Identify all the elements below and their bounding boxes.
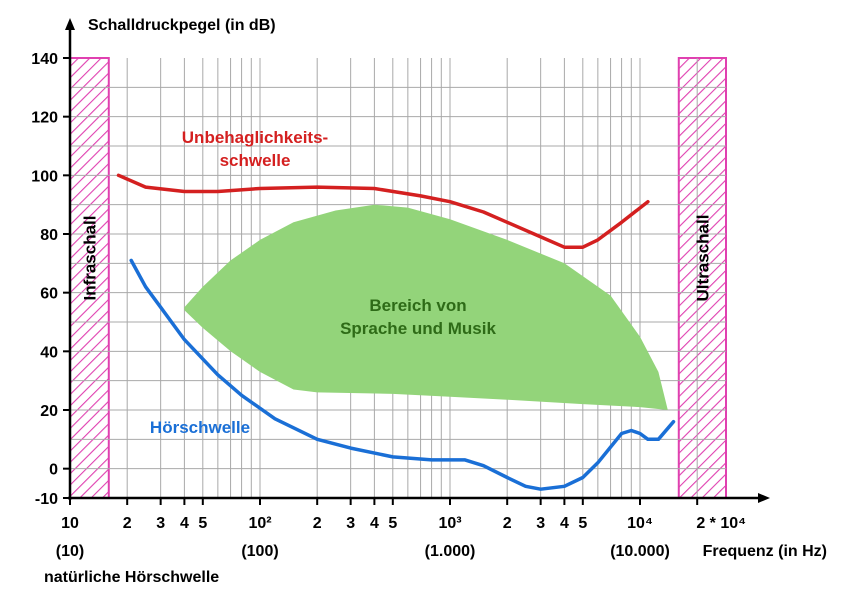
x-tick-label: 3 xyxy=(536,515,545,532)
x-tick-sublabel: (10.000) xyxy=(610,543,670,560)
x-tick-sublabel: (10) xyxy=(56,543,84,560)
area-speech-music xyxy=(184,204,668,410)
x-tick-label: 3 xyxy=(156,515,165,532)
series-line-hörschwelle xyxy=(129,258,676,491)
series-label-bereich-von-1: Sprache und Musik xyxy=(340,319,496,338)
x-tick-label: 4 xyxy=(370,515,379,532)
x-tick-sublabel: (100) xyxy=(241,543,278,560)
x-tick-label: 5 xyxy=(388,515,397,532)
region-label-ultraschall: Ultraschall xyxy=(693,215,712,302)
y-tick-label: 140 xyxy=(31,51,58,68)
x-tick-label: 10³ xyxy=(438,515,461,532)
y-tick-label: 0 xyxy=(49,462,58,479)
x-tick-label: 2 * 10⁴ xyxy=(696,515,746,532)
series-label-hörschwelle-0: Hörschwelle xyxy=(150,418,250,437)
x-tick-label: 10² xyxy=(248,515,271,532)
x-tick-label: 5 xyxy=(198,515,207,532)
y-tick-label: 100 xyxy=(31,168,58,185)
regions-layer xyxy=(69,57,727,499)
region-label-infraschall: Infraschall xyxy=(80,215,99,300)
y-tick-label: 20 xyxy=(40,403,58,420)
y-tick-label: 60 xyxy=(40,286,58,303)
x-axis-arrow xyxy=(758,493,770,503)
x-tick-label: 4 xyxy=(180,515,189,532)
x-tick-label: 10 xyxy=(61,515,79,532)
labels-layer: Infraschall Ultraschall Unbehaglichkeits-s… xyxy=(44,17,827,586)
series-line-unbehaglichkeits xyxy=(116,173,650,249)
y-axis-arrow xyxy=(65,18,75,30)
x-tick-label: 5 xyxy=(578,515,587,532)
x-tick-label: 4 xyxy=(560,515,569,532)
x-tick-label: 3 xyxy=(346,515,355,532)
natural-hearing-threshold-label: natürliche Hörschwelle xyxy=(44,569,219,586)
x-tick-sublabel: (1.000) xyxy=(425,543,476,560)
y-tick-label: 80 xyxy=(40,227,58,244)
y-tick-label: -10 xyxy=(35,491,58,508)
x-tick-label: 2 xyxy=(123,515,132,532)
series-label-unbehaglichkeits-1: schwelle xyxy=(220,151,291,170)
region-ultraschall xyxy=(677,57,727,499)
y-tick-label: 40 xyxy=(40,344,58,361)
lines-layer xyxy=(116,173,676,491)
series-label-unbehaglichkeits-0: Unbehaglichkeits- xyxy=(182,128,328,147)
area-layer xyxy=(184,204,668,410)
x-tick-label: 2 xyxy=(313,515,322,532)
x-tick-label: 2 xyxy=(503,515,512,532)
series-label-bereich-von-0: Bereich von xyxy=(369,296,466,315)
y-axis-title: Schalldruckpegel (in dB) xyxy=(88,17,276,34)
x-tick-label: 10⁴ xyxy=(627,515,653,532)
grid-layer xyxy=(70,58,726,498)
y-tick-label: 120 xyxy=(31,110,58,127)
x-axis-title: Frequenz (in Hz) xyxy=(703,543,827,560)
